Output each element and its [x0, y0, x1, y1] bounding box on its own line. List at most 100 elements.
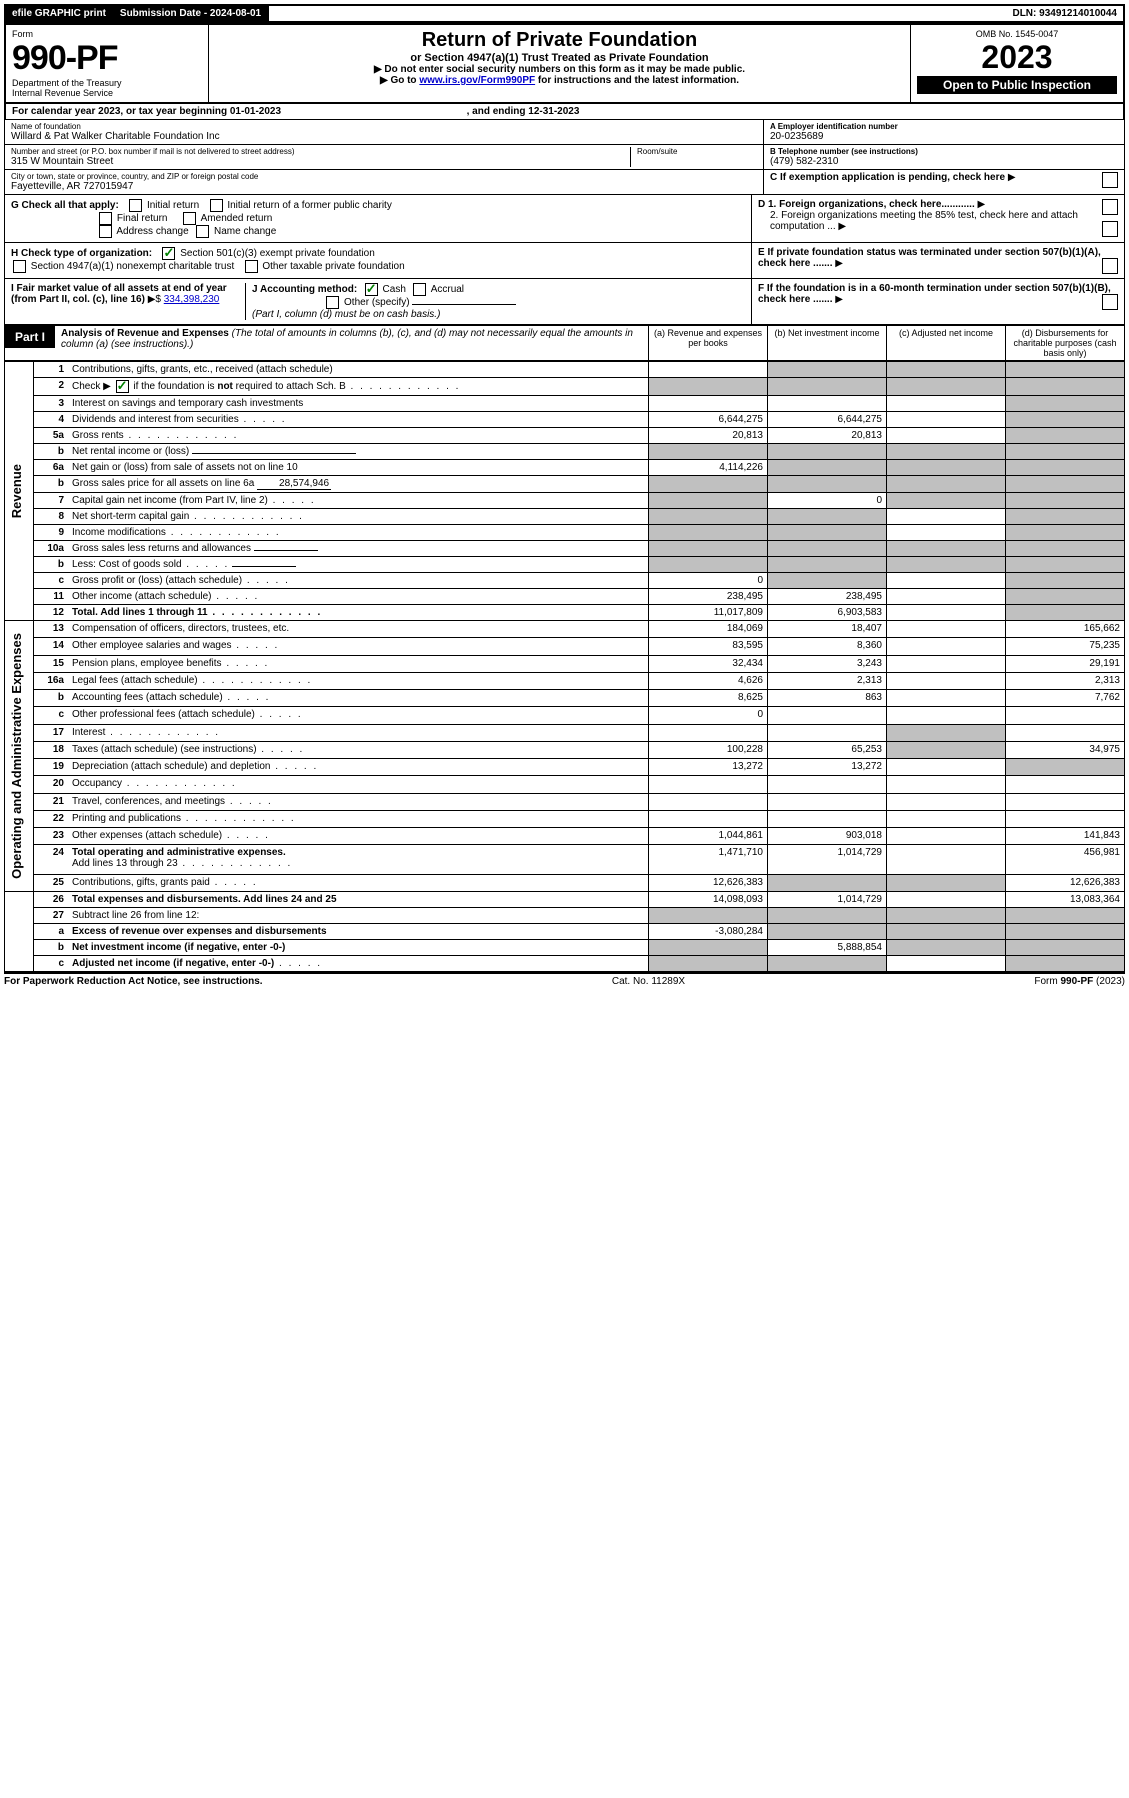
addr-label: Number and street (or P.O. box number if… [11, 147, 624, 156]
name-label: Name of foundation [11, 122, 757, 131]
phone-label: B Telephone number (see instructions) [770, 147, 1118, 156]
line-10b: Less: Cost of goods sold [68, 557, 649, 573]
line-7: Capital gain net income (from Part IV, l… [68, 493, 649, 509]
cb-cash[interactable] [365, 283, 378, 296]
cal-end: 12-31-2023 [528, 106, 579, 117]
tax-year: 2023 [917, 39, 1117, 76]
i-j-f-row: I Fair market value of all assets at end… [4, 279, 1125, 325]
line-27: Subtract line 26 from line 12: [68, 907, 649, 923]
calendar-year-line: For calendar year 2023, or tax year begi… [4, 102, 1125, 119]
cb-address-change[interactable] [99, 225, 112, 238]
line-6a: Net gain or (loss) from sale of assets n… [68, 460, 649, 476]
irs: Internal Revenue Service [12, 88, 202, 98]
dept: Department of the Treasury [12, 78, 202, 88]
line-2: Check ▶ if the foundation is not require… [68, 378, 649, 396]
h-e-row: H Check type of organization: Section 50… [4, 243, 1125, 279]
cal-text2: , and ending [467, 106, 529, 117]
c-checkbox[interactable] [1102, 172, 1118, 188]
instr-ssn: Do not enter social security numbers on … [215, 64, 904, 75]
line-20: Occupancy [68, 776, 649, 793]
part1-label: Part I [5, 326, 55, 348]
line-11: Other income (attach schedule) [68, 589, 649, 605]
e-label: E If private foundation status was termi… [758, 247, 1101, 269]
line-14: Other employee salaries and wages [68, 638, 649, 655]
c-label: C If exemption application is pending, c… [770, 172, 1005, 183]
cb-other-taxable[interactable] [245, 260, 258, 273]
h-501c3: Section 501(c)(3) exempt private foundat… [180, 248, 375, 259]
line-16c: Other professional fees (attach schedule… [68, 707, 649, 724]
e-checkbox[interactable] [1102, 258, 1118, 274]
entity-block: Name of foundation Willard & Pat Walker … [4, 119, 1125, 195]
street-address: 315 W Mountain Street [11, 156, 624, 167]
line-12: Total. Add lines 1 through 11 [68, 605, 649, 621]
line-16a: Legal fees (attach schedule) [68, 672, 649, 689]
line-17: Interest [68, 724, 649, 741]
j-label: J Accounting method: [252, 284, 357, 295]
cb-name-change[interactable] [196, 225, 209, 238]
j-cash: Cash [383, 284, 406, 295]
line-6b-val: 28,574,946 [257, 478, 331, 490]
top-bar: efile GRAPHIC print Submission Date - 20… [4, 4, 1125, 23]
cb-4947[interactable] [13, 260, 26, 273]
g-initial: Initial return [147, 200, 199, 211]
open-public: Open to Public Inspection [917, 76, 1117, 94]
form-ref: Form 990-PF (2023) [1034, 976, 1125, 987]
cb-initial-return[interactable] [129, 199, 142, 212]
line-9: Income modifications [68, 525, 649, 541]
line-4: Dividends and interest from securities [68, 412, 649, 428]
d2-label: 2. Foreign organizations meeting the 85%… [770, 210, 1078, 232]
line-16b: Accounting fees (attach schedule) [68, 690, 649, 707]
h-other-taxable: Other taxable private foundation [262, 261, 404, 272]
line-21: Travel, conferences, and meetings [68, 793, 649, 810]
line-24: Total operating and administrative expen… [68, 845, 649, 874]
instr-goto-pre: Go to [390, 75, 419, 86]
line-18: Taxes (attach schedule) (see instruction… [68, 741, 649, 758]
j-note: (Part I, column (d) must be on cash basi… [252, 309, 440, 320]
line-13: Compensation of officers, directors, tru… [68, 621, 649, 638]
form-subtitle: or Section 4947(a)(1) Trust Treated as P… [215, 52, 904, 64]
ein: 20-0235689 [770, 131, 1118, 142]
d1-checkbox[interactable] [1102, 199, 1118, 215]
line-8: Net short-term capital gain [68, 509, 649, 525]
line-1: Contributions, gifts, grants, etc., rece… [68, 362, 649, 378]
g-amended: Amended return [201, 213, 273, 224]
cb-sch-b[interactable] [116, 380, 129, 393]
line-3: Interest on savings and temporary cash i… [68, 396, 649, 412]
j-accrual: Accrual [431, 284, 464, 295]
line-5a: Gross rents [68, 428, 649, 444]
g-final: Final return [117, 213, 168, 224]
col-a-header: (a) Revenue and expenses per books [648, 326, 767, 360]
expenses-side-label: Operating and Administrative Expenses [9, 623, 24, 889]
submission-date: Submission Date - 2024-08-01 [114, 6, 269, 21]
cb-501c3[interactable] [162, 247, 175, 260]
dln: DLN: 93491214010044 [1006, 6, 1123, 21]
phone: (479) 582-2310 [770, 156, 1118, 167]
cal-begin: 01-01-2023 [230, 106, 281, 117]
efile-label[interactable]: efile GRAPHIC print [6, 6, 114, 21]
cb-initial-former[interactable] [210, 199, 223, 212]
cb-amended[interactable] [183, 212, 196, 225]
line-26: Total expenses and disbursements. Add li… [68, 891, 649, 907]
cb-other-method[interactable] [326, 296, 339, 309]
ein-label: A Employer identification number [770, 122, 1118, 131]
form-number: 990-PF [12, 39, 202, 78]
cal-text1: For calendar year 2023, or tax year begi… [12, 106, 230, 117]
line-19: Depreciation (attach schedule) and deple… [68, 759, 649, 776]
h-label: H Check type of organization: [11, 248, 152, 259]
part1-header: Part I Analysis of Revenue and Expenses … [4, 325, 1125, 361]
form990pf-link[interactable]: www.irs.gov/Form990PF [419, 75, 535, 86]
col-b-header: (b) Net investment income [767, 326, 886, 360]
line-6b: Gross sales price for all assets on line… [68, 476, 649, 493]
fmv-amount[interactable]: 334,398,230 [164, 294, 220, 305]
d2-checkbox[interactable] [1102, 221, 1118, 237]
g-label: G Check all that apply: [11, 200, 119, 211]
line-25: Contributions, gifts, grants paid [68, 874, 649, 891]
cb-final-return[interactable] [99, 212, 112, 225]
line-27b: Net investment income (if negative, ente… [68, 939, 649, 955]
line-10a: Gross sales less returns and allowances [68, 541, 649, 557]
instr-goto: Go to www.irs.gov/Form990PF for instruct… [215, 75, 904, 86]
cb-accrual[interactable] [413, 283, 426, 296]
line-27c: Adjusted net income (if negative, enter … [68, 955, 649, 971]
city-label: City or town, state or province, country… [11, 172, 757, 181]
f-checkbox[interactable] [1102, 294, 1118, 310]
